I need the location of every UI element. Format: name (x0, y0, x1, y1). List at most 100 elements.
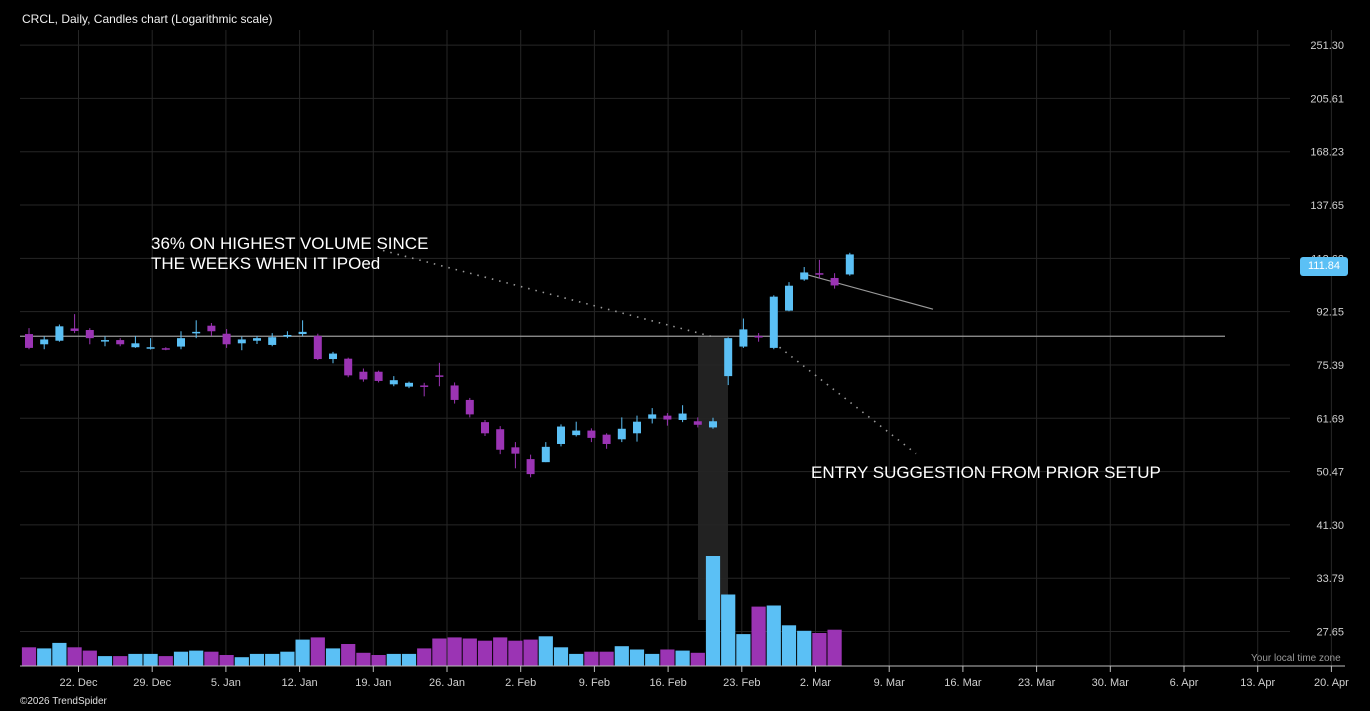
x-tick-label: 29. Dec (133, 677, 171, 689)
candle-body (283, 334, 292, 337)
volume-bar (325, 648, 341, 666)
candle-body (192, 331, 201, 334)
volume-bar (67, 647, 82, 666)
volume-bar (721, 594, 736, 666)
candle (769, 295, 778, 350)
candle (85, 328, 94, 345)
trendline (804, 273, 934, 310)
x-tick-label: 6. Apr (1170, 677, 1199, 689)
y-tick-label: 92.15 (1316, 307, 1344, 319)
candles (25, 252, 854, 478)
candle-body (830, 277, 839, 286)
volume-bar (21, 647, 37, 666)
volume-bar (599, 651, 614, 666)
volume-bar (113, 656, 128, 666)
volume-bar (751, 606, 766, 666)
volume-annotation-line1: 36% ON HIGHEST VOLUME SINCE (151, 234, 429, 253)
candle-body (648, 414, 657, 419)
candle-body (222, 333, 231, 345)
candle-body (465, 399, 474, 415)
candle (55, 324, 64, 342)
candle (359, 368, 368, 382)
candle-body (268, 337, 277, 345)
chart-title: CRCL, Daily, Candles chart (Logarithmic … (22, 12, 273, 26)
volume-bar (477, 640, 493, 666)
candle-body (617, 428, 626, 440)
x-tick-label: 9. Mar (874, 677, 906, 689)
entry-pointer-dotted (773, 342, 917, 455)
volume-bar (432, 638, 447, 666)
candle (830, 273, 839, 289)
volume-bar (569, 653, 584, 666)
last-price-badge: 111.84 (1300, 257, 1348, 276)
candle-body (207, 325, 216, 332)
volume-bar (356, 652, 371, 666)
candle-body (359, 371, 368, 380)
candle (313, 333, 322, 361)
volume-bars (21, 556, 842, 666)
candle-body (146, 347, 155, 349)
candle (648, 408, 657, 424)
timezone-label[interactable]: Your local time zone (1251, 653, 1341, 664)
candle (800, 267, 809, 281)
volume-bar (629, 649, 645, 666)
candle-body (633, 421, 641, 434)
candle (101, 336, 109, 347)
copyright-text: ©2026 TrendSpider (20, 696, 107, 707)
candle-body (177, 338, 185, 347)
volume-bar (812, 633, 827, 666)
candle (40, 336, 49, 350)
candle-body (739, 329, 748, 347)
x-tick-label: 16. Mar (944, 677, 982, 689)
candle (678, 405, 687, 423)
candle (633, 415, 641, 442)
candle (374, 370, 383, 383)
volume-bar (736, 634, 751, 666)
candle (465, 397, 474, 418)
candle (663, 413, 672, 426)
candle-body (526, 459, 535, 475)
candle (222, 329, 231, 348)
candle (754, 333, 763, 342)
candle-body (253, 338, 261, 341)
x-tick-label: 13. Apr (1240, 677, 1275, 689)
volume-bar (128, 653, 143, 666)
x-tick-label: 16. Feb (649, 677, 686, 689)
candle-body (435, 375, 444, 377)
candle-body (405, 382, 413, 387)
volume-bar (523, 639, 538, 666)
grid-lines (20, 30, 1332, 666)
candle-body (541, 446, 550, 463)
candle-body (313, 335, 322, 360)
volume-bar (690, 652, 705, 666)
volume-bar (219, 655, 234, 666)
candle-body (663, 415, 672, 420)
candle-body (40, 339, 49, 345)
candle-body (450, 385, 459, 400)
y-tick-label: 251.30 (1310, 40, 1344, 52)
volume-bar (417, 648, 432, 666)
candle-body (511, 447, 520, 454)
volume-bar (295, 639, 310, 666)
candle (405, 381, 413, 389)
candle (602, 433, 611, 449)
volume-bar (493, 637, 508, 666)
volume-bar (249, 653, 265, 666)
candle-body (389, 380, 398, 385)
volume-bar (158, 656, 173, 666)
candle-body (55, 326, 64, 341)
volume-bar (234, 657, 249, 666)
candle (450, 382, 459, 404)
volume-bar (204, 651, 219, 666)
candle-body (116, 340, 125, 345)
volume-bar (401, 653, 417, 666)
candle (298, 320, 307, 337)
y-tick-label: 75.39 (1316, 360, 1344, 372)
x-tick-label: 26. Jan (429, 677, 465, 689)
candle (177, 331, 185, 350)
y-tick-label: 205.61 (1310, 93, 1344, 105)
candle (481, 419, 489, 437)
candle (724, 337, 733, 386)
candle-body (85, 330, 94, 339)
volume-annotation-line2: THE WEEKS WHEN IT IPOed (151, 254, 381, 273)
